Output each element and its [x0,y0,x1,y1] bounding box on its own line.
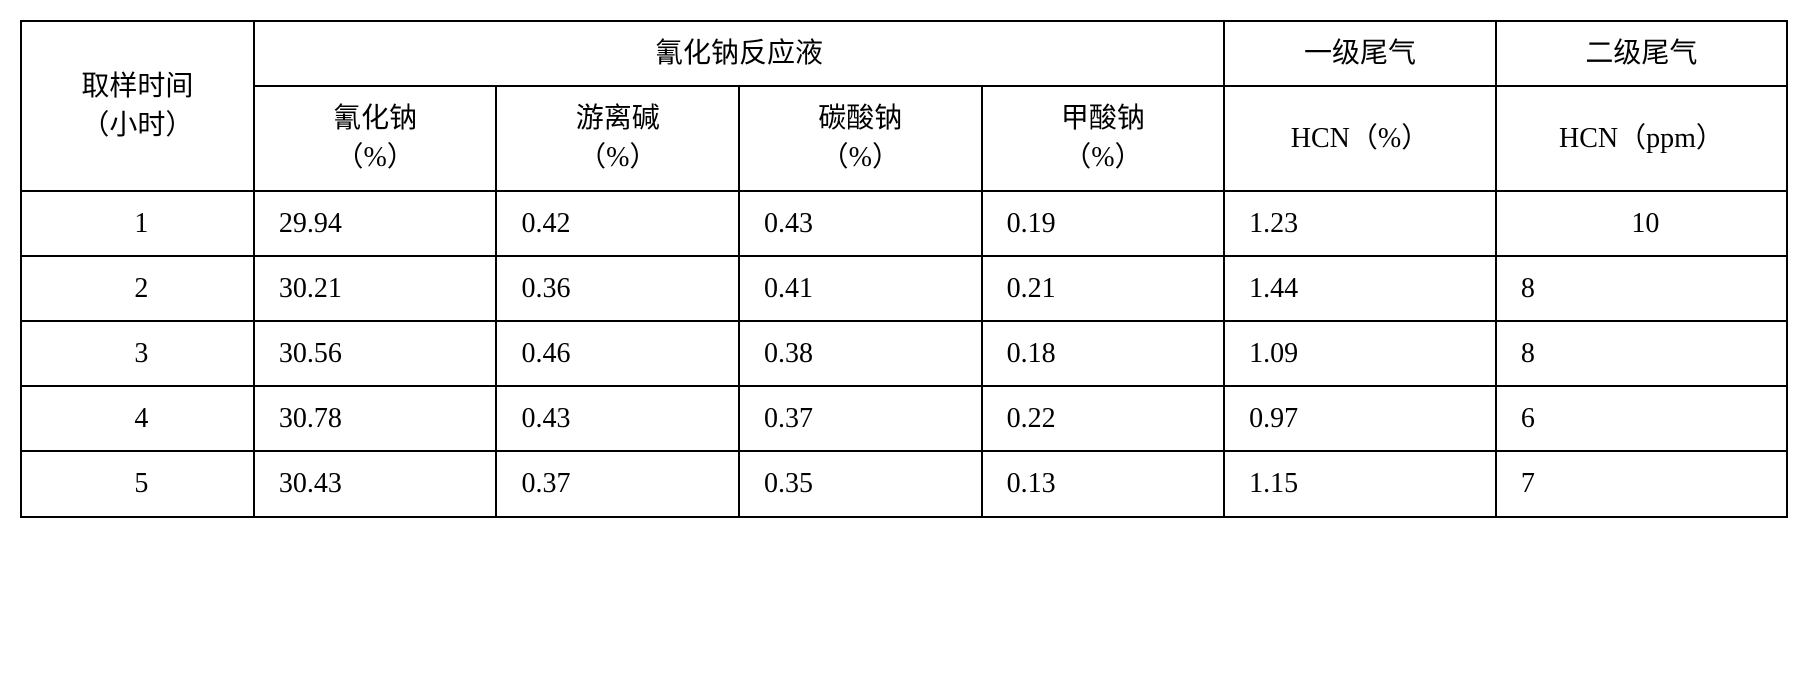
cell-sodium-formate: 0.22 [982,386,1225,451]
table-row: 3 30.56 0.46 0.38 0.18 1.09 8 [21,321,1787,386]
table-row: 4 30.78 0.43 0.37 0.22 0.97 6 [21,386,1787,451]
cell-hcn-ppm: 8 [1496,256,1787,321]
cell-sodium-formate: 0.21 [982,256,1225,321]
cell-hcn-percent: 0.97 [1224,386,1496,451]
header-tail-gas-1: 一级尾气 [1224,21,1496,86]
table-row: 5 30.43 0.37 0.35 0.13 1.15 7 [21,451,1787,516]
cell-sodium-formate: 0.19 [982,191,1225,256]
cell-time: 3 [21,321,254,386]
cell-sodium-carbonate: 0.41 [739,256,982,321]
cell-free-alkali: 0.37 [496,451,739,516]
cell-hcn-percent: 1.23 [1224,191,1496,256]
sub-header-hcn-percent: HCN（%） [1224,86,1496,190]
sub-header-sodium-carbonate: 碳酸钠（%） [739,86,982,190]
cell-free-alkali: 0.46 [496,321,739,386]
cell-hcn-percent: 1.09 [1224,321,1496,386]
cell-hcn-percent: 1.44 [1224,256,1496,321]
cell-hcn-ppm: 6 [1496,386,1787,451]
cell-sodium-cyanide: 30.21 [254,256,497,321]
cell-free-alkali: 0.42 [496,191,739,256]
cell-sodium-cyanide: 29.94 [254,191,497,256]
table-body: 1 29.94 0.42 0.43 0.19 1.23 10 2 30.21 0… [21,191,1787,517]
cell-time: 1 [21,191,254,256]
cell-hcn-ppm: 10 [1496,191,1787,256]
cell-sodium-carbonate: 0.38 [739,321,982,386]
header-tail-gas-2: 二级尾气 [1496,21,1787,86]
data-table: 取样时间（小时） 氰化钠反应液 一级尾气 二级尾气 氰化钠（%） 游离碱（%） … [20,20,1788,518]
cell-sodium-cyanide: 30.43 [254,451,497,516]
sub-header-sodium-formate: 甲酸钠（%） [982,86,1225,190]
cell-hcn-percent: 1.15 [1224,451,1496,516]
cell-sodium-cyanide: 30.78 [254,386,497,451]
table-row: 1 29.94 0.42 0.43 0.19 1.23 10 [21,191,1787,256]
cell-free-alkali: 0.36 [496,256,739,321]
cell-time: 4 [21,386,254,451]
header-sampling-time: 取样时间（小时） [21,21,254,191]
cell-time: 5 [21,451,254,516]
header-row-2: 氰化钠（%） 游离碱（%） 碳酸钠（%） 甲酸钠（%） HCN（%） HCN（p… [21,86,1787,190]
sub-header-free-alkali: 游离碱（%） [496,86,739,190]
header-reaction-liquid: 氰化钠反应液 [254,21,1224,86]
cell-sodium-formate: 0.13 [982,451,1225,516]
sub-header-sodium-cyanide: 氰化钠（%） [254,86,497,190]
cell-free-alkali: 0.43 [496,386,739,451]
header-row-1: 取样时间（小时） 氰化钠反应液 一级尾气 二级尾气 [21,21,1787,86]
cell-hcn-ppm: 7 [1496,451,1787,516]
sub-header-hcn-ppm: HCN（ppm） [1496,86,1787,190]
cell-sodium-carbonate: 0.43 [739,191,982,256]
cell-hcn-ppm: 8 [1496,321,1787,386]
cell-sodium-cyanide: 30.56 [254,321,497,386]
cell-sodium-carbonate: 0.35 [739,451,982,516]
cell-time: 2 [21,256,254,321]
cell-sodium-formate: 0.18 [982,321,1225,386]
table-row: 2 30.21 0.36 0.41 0.21 1.44 8 [21,256,1787,321]
cell-sodium-carbonate: 0.37 [739,386,982,451]
